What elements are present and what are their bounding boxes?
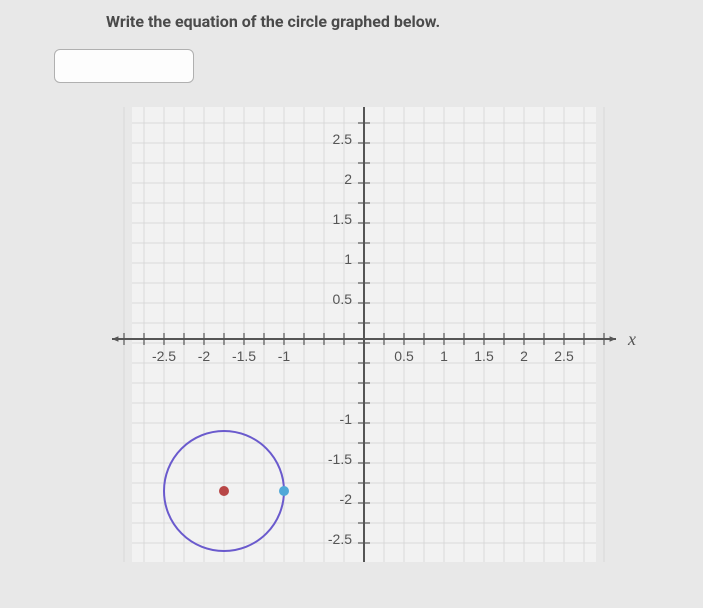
y-tick-label: -1.5 — [328, 451, 352, 467]
y-tick-label: -1 — [340, 411, 353, 427]
x-tick-label: -2 — [198, 348, 211, 364]
axis-arrow — [610, 336, 616, 341]
edge-point — [279, 486, 289, 496]
x-tick-label: -1 — [278, 348, 291, 364]
coordinate-plane: -2.5 -2 -1.5 -1 0.5 1 1.5 2 2.5 -2.5 -2 -1.5 -1 0.5 1 1… — [64, 107, 669, 562]
x-axis-label: x — [627, 329, 636, 349]
y-tick-label: 2 — [344, 171, 352, 187]
x-tick-label: 1 — [440, 348, 448, 364]
y-tick-label: 2.5 — [333, 131, 353, 147]
question-prompt: Write the equation of the circle graphed… — [106, 12, 679, 31]
axis-arrow — [112, 336, 118, 341]
x-tick-label: 1.5 — [474, 348, 494, 364]
center-point — [219, 486, 229, 496]
y-tick-label: 0.5 — [333, 291, 353, 307]
answer-input[interactable] — [54, 49, 194, 83]
y-tick-label: 1.5 — [333, 211, 353, 227]
y-tick-label: -2.5 — [328, 531, 352, 547]
x-tick-label: -2.5 — [152, 348, 176, 364]
graph-area: -2.5 -2 -1.5 -1 0.5 1 1.5 2 2.5 -2.5 -2 -1.5 -1 0.5 1 1… — [64, 107, 684, 567]
y-tick-label: -2 — [340, 491, 353, 507]
x-tick-label: 2.5 — [554, 348, 574, 364]
x-tick-label: 2 — [520, 348, 528, 364]
x-tick-label: -1.5 — [232, 348, 256, 364]
y-tick-label: 1 — [344, 251, 352, 267]
x-tick-label: 0.5 — [394, 348, 414, 364]
